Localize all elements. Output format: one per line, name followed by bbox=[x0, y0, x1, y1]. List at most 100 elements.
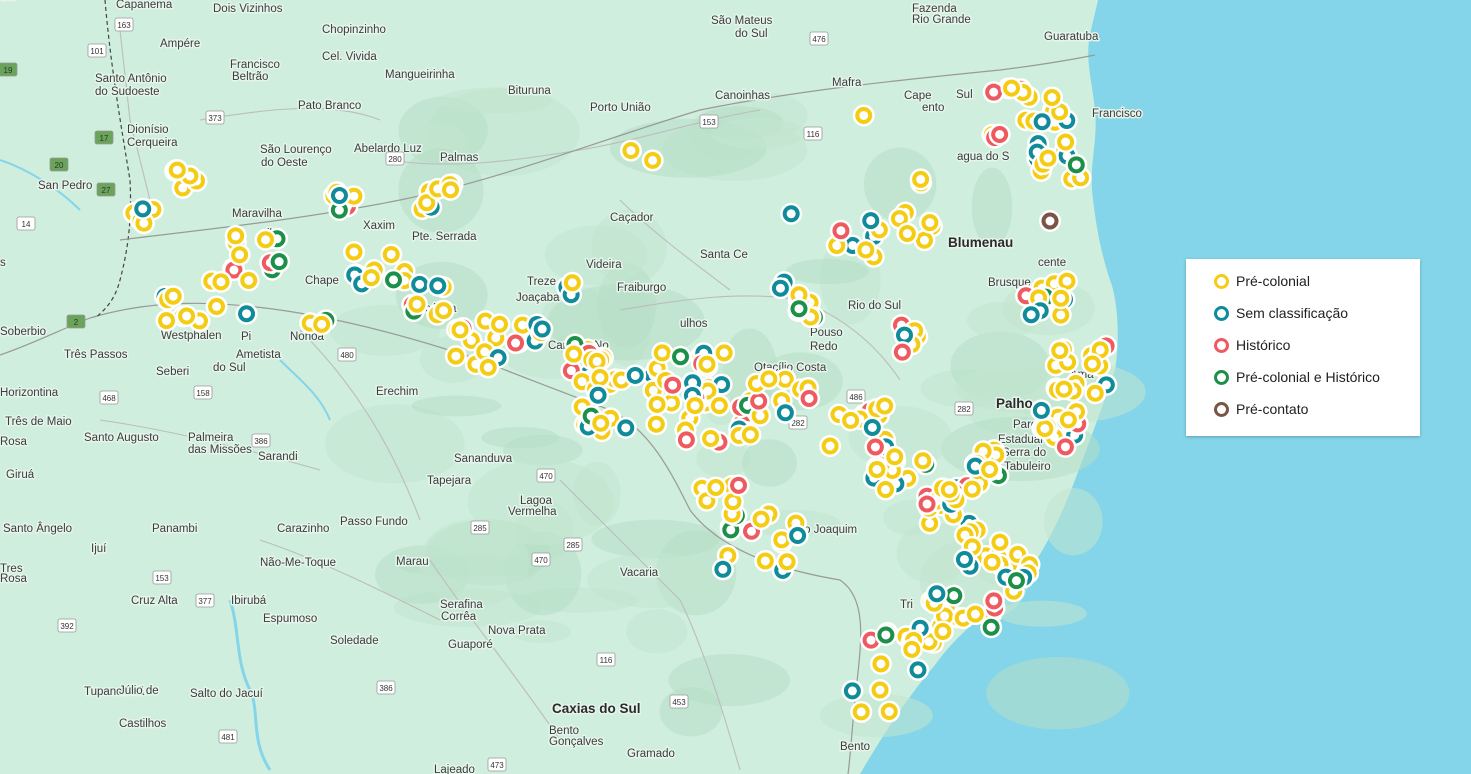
site-marker-sem-classificacao[interactable] bbox=[408, 273, 431, 296]
site-marker-pre-colonial[interactable] bbox=[561, 271, 584, 294]
site-marker-pre-colonial[interactable] bbox=[1084, 382, 1107, 405]
site-marker-pre-colonial[interactable] bbox=[651, 341, 674, 364]
site-marker-sem-classificacao[interactable] bbox=[774, 401, 797, 424]
site-marker-pre-colonial[interactable] bbox=[1036, 147, 1059, 170]
site-marker-pre-contato[interactable] bbox=[1039, 210, 1061, 232]
site-marker-pre-colonial[interactable] bbox=[873, 395, 896, 418]
site-marker-pre-colonial[interactable] bbox=[850, 700, 873, 723]
site-marker-pre-colonial[interactable] bbox=[1057, 408, 1080, 431]
site-marker-sem-classificacao[interactable] bbox=[861, 416, 884, 439]
site-marker-pre-colonial[interactable] bbox=[695, 353, 718, 376]
site-marker-pre-colonial-e-historico[interactable] bbox=[1005, 569, 1028, 592]
site-marker-sem-classificacao[interactable] bbox=[711, 558, 734, 581]
site-marker-pre-colonial[interactable] bbox=[754, 549, 777, 572]
site-marker-pre-colonial[interactable] bbox=[155, 309, 178, 332]
site-marker-pre-colonial[interactable] bbox=[1055, 270, 1078, 293]
site-marker-pre-colonial[interactable] bbox=[964, 603, 987, 626]
site-marker-sem-classificacao[interactable] bbox=[426, 274, 449, 297]
site-marker-pre-colonial-e-historico[interactable] bbox=[787, 297, 810, 320]
site-marker-pre-colonial[interactable] bbox=[237, 269, 260, 292]
site-marker-sem-classificacao[interactable] bbox=[235, 302, 258, 325]
site-marker-sem-classificacao[interactable] bbox=[614, 416, 637, 439]
site-marker-pre-colonial[interactable] bbox=[684, 394, 707, 417]
site-marker-sem-classificacao[interactable] bbox=[587, 384, 610, 407]
site-marker-historico[interactable] bbox=[798, 387, 821, 410]
site-marker-historico[interactable] bbox=[675, 428, 698, 451]
site-marker-sem-classificacao[interactable] bbox=[131, 197, 154, 220]
site-marker-sem-classificacao[interactable] bbox=[925, 582, 948, 605]
site-marker-sem-classificacao[interactable] bbox=[531, 318, 554, 341]
site-marker-pre-colonial[interactable] bbox=[562, 343, 585, 366]
site-marker-sem-classificacao[interactable] bbox=[893, 324, 916, 347]
site-marker-historico[interactable] bbox=[829, 219, 852, 242]
site-marker-pre-colonial[interactable] bbox=[988, 531, 1011, 554]
site-marker-historico[interactable] bbox=[860, 629, 883, 652]
site-marker-pre-colonial-e-historico[interactable] bbox=[669, 345, 692, 368]
site-marker-pre-colonial[interactable] bbox=[938, 478, 961, 501]
site-marker-pre-colonial[interactable] bbox=[874, 478, 897, 501]
site-marker-pre-colonial[interactable] bbox=[449, 318, 472, 341]
site-marker-pre-colonial-e-historico[interactable] bbox=[942, 584, 965, 607]
site-marker-pre-colonial[interactable] bbox=[852, 104, 875, 127]
site-marker-pre-colonial-e-historico[interactable] bbox=[980, 616, 1003, 639]
site-marker-sem-classificacao[interactable] bbox=[328, 184, 351, 207]
site-marker-pre-colonial[interactable] bbox=[913, 229, 936, 252]
site-marker-pre-colonial[interactable] bbox=[909, 168, 932, 191]
site-marker-pre-colonial[interactable] bbox=[224, 224, 247, 247]
site-marker-pre-colonial[interactable] bbox=[360, 266, 383, 289]
site-marker-pre-colonial[interactable] bbox=[228, 243, 251, 266]
legend-item-pre-colonial-e-historico[interactable]: Pré-colonial e Histórico bbox=[1214, 366, 1380, 388]
site-marker-pre-colonial[interactable] bbox=[1054, 131, 1077, 154]
site-marker-historico[interactable] bbox=[916, 493, 939, 516]
site-marker-pre-colonial[interactable] bbox=[254, 228, 277, 251]
site-marker-pre-colonial[interactable] bbox=[1048, 339, 1071, 362]
site-marker-pre-colonial[interactable] bbox=[961, 478, 984, 501]
site-marker-pre-colonial[interactable] bbox=[641, 149, 664, 172]
site-marker-pre-colonial[interactable] bbox=[444, 345, 467, 368]
site-marker-pre-colonial[interactable] bbox=[646, 393, 669, 416]
site-marker-pre-colonial[interactable] bbox=[900, 638, 923, 661]
site-marker-pre-colonial[interactable] bbox=[205, 295, 228, 318]
site-marker-pre-colonial[interactable] bbox=[839, 409, 862, 432]
site-marker-pre-colonial[interactable] bbox=[883, 445, 906, 468]
site-marker-sem-classificacao[interactable] bbox=[780, 202, 803, 225]
site-marker-pre-colonial[interactable] bbox=[981, 551, 1004, 574]
site-marker-pre-colonial[interactable] bbox=[1049, 303, 1072, 326]
site-marker-pre-colonial[interactable] bbox=[713, 341, 736, 364]
site-marker-sem-classificacao[interactable] bbox=[1020, 303, 1043, 326]
site-marker-sem-classificacao[interactable] bbox=[769, 277, 792, 300]
site-marker-historico[interactable] bbox=[988, 123, 1011, 146]
site-marker-pre-colonial[interactable] bbox=[776, 550, 799, 573]
site-marker-pre-colonial[interactable] bbox=[704, 476, 727, 499]
site-marker-pre-colonial[interactable] bbox=[739, 423, 762, 446]
site-marker-pre-colonial[interactable] bbox=[1081, 352, 1104, 375]
site-marker-pre-colonial[interactable] bbox=[878, 700, 901, 723]
site-marker-pre-colonial[interactable] bbox=[854, 238, 877, 261]
site-marker-pre-colonial[interactable] bbox=[405, 293, 428, 316]
site-marker-pre-colonial[interactable] bbox=[439, 178, 462, 201]
legend-item-pre-colonial[interactable]: Pré-colonial bbox=[1214, 270, 1310, 292]
site-marker-pre-colonial[interactable] bbox=[918, 211, 941, 234]
site-marker-sem-classificacao[interactable] bbox=[624, 364, 647, 387]
site-marker-pre-colonial[interactable] bbox=[699, 427, 722, 450]
site-marker-pre-colonial[interactable] bbox=[869, 679, 892, 702]
site-marker-sem-classificacao[interactable] bbox=[859, 209, 882, 232]
site-marker-pre-colonial[interactable] bbox=[1052, 378, 1075, 401]
site-marker-pre-colonial[interactable] bbox=[750, 508, 773, 531]
site-marker-historico[interactable] bbox=[1054, 435, 1077, 458]
legend-item-pre-contato[interactable]: Pré-contato bbox=[1214, 398, 1308, 420]
site-marker-pre-colonial[interactable] bbox=[645, 413, 668, 436]
site-marker-pre-colonial[interactable] bbox=[310, 313, 333, 336]
site-marker-pre-colonial[interactable] bbox=[708, 394, 731, 417]
site-marker-pre-colonial[interactable] bbox=[918, 512, 941, 535]
site-marker-sem-classificacao[interactable] bbox=[1030, 399, 1053, 422]
site-marker-pre-colonial[interactable] bbox=[911, 449, 934, 472]
site-marker-historico[interactable] bbox=[504, 332, 527, 355]
site-marker-pre-colonial-e-historico[interactable] bbox=[268, 250, 291, 273]
site-marker-pre-colonial-e-historico[interactable] bbox=[382, 268, 405, 291]
site-marker-pre-colonial[interactable] bbox=[1041, 86, 1064, 109]
site-marker-pre-colonial[interactable] bbox=[865, 458, 888, 481]
site-marker-pre-colonial[interactable] bbox=[896, 222, 919, 245]
site-marker-pre-colonial[interactable] bbox=[978, 458, 1001, 481]
site-marker-sem-classificacao[interactable] bbox=[841, 679, 864, 702]
